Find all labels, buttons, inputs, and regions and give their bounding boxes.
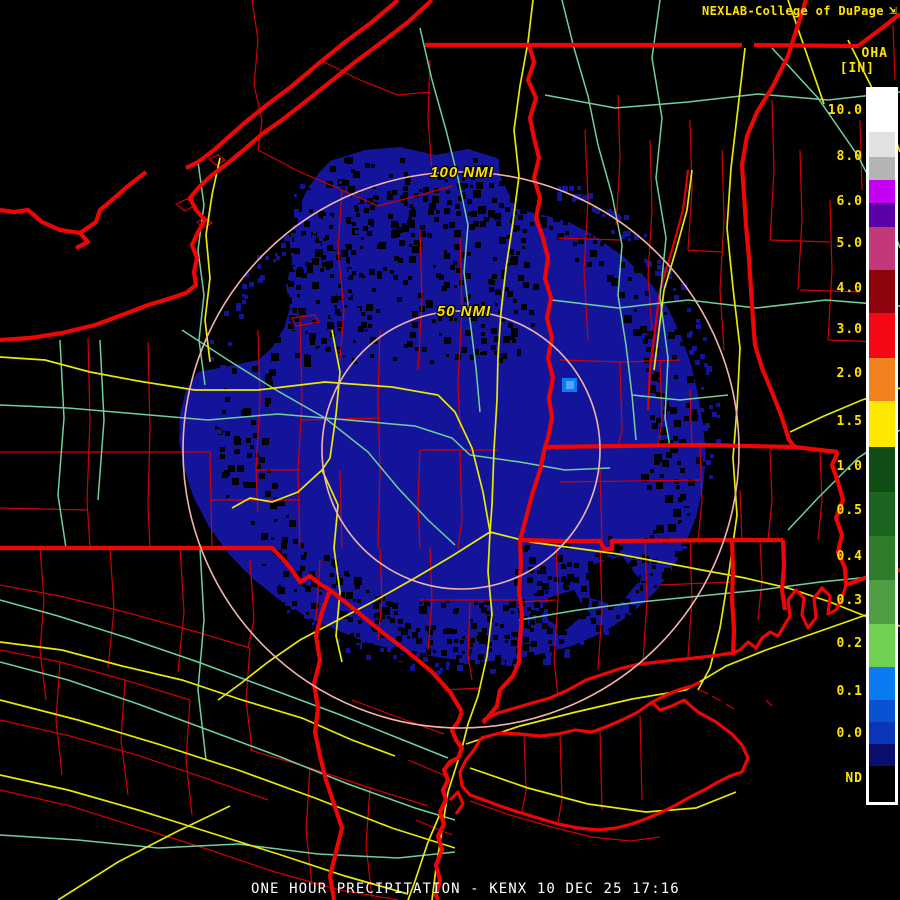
legend-label: 2.0: [836, 366, 863, 381]
legend-label: 3.0: [836, 322, 863, 337]
brand-text: NEXLAB-College of DuPage: [702, 4, 884, 18]
legend-segment: [869, 203, 895, 227]
red-highway: [646, 169, 690, 411]
product-units: [IN]: [839, 61, 875, 76]
legend-segment: [869, 227, 895, 270]
legend-label: 0.3: [836, 593, 863, 608]
legend-segment: [869, 492, 895, 536]
legend-label: 8.0: [836, 149, 863, 164]
precipitation-layer: [179, 144, 721, 676]
legend-segment: [869, 766, 895, 802]
legend-segment: [869, 313, 895, 358]
product-code: OHA: [861, 46, 888, 61]
legend-label: 0.0: [836, 726, 863, 741]
range-ring-50nmi: [321, 310, 601, 590]
legend-label: 0.5: [836, 503, 863, 518]
legend-segment: [869, 270, 895, 313]
footer-caption: ONE HOUR PRECIPITATION - KENX 10 DEC 25 …: [251, 881, 680, 897]
legend-label: 0.4: [836, 549, 863, 564]
legend-segment: [869, 447, 895, 492]
legend-segment: [869, 401, 895, 447]
legend-label: 10.0: [827, 103, 863, 118]
legend-colorbar: [866, 87, 898, 805]
legend-segment: [869, 132, 895, 157]
legend-segment: [869, 744, 895, 766]
legend-segment: [869, 358, 895, 401]
coastline: [448, 584, 848, 832]
cod-logo-icon: ⇲: [888, 3, 897, 18]
range-ring-100nmi: [182, 171, 740, 729]
legend-label: ND: [845, 771, 863, 786]
legend-segment: [869, 90, 895, 132]
legend-label: 4.0: [836, 281, 863, 296]
legend-segment: [869, 700, 895, 722]
legend-label: 6.0: [836, 194, 863, 209]
legend-label: 1.5: [836, 414, 863, 429]
legend-segment: [869, 624, 895, 667]
legend-label: 1.0: [836, 459, 863, 474]
legend-segment: [869, 667, 895, 700]
legend-segment: [869, 580, 895, 624]
range-rings: [182, 171, 740, 729]
precip-spot-01in: [562, 378, 577, 392]
radar-speckle-noise: [201, 155, 721, 676]
legend-label: 0.2: [836, 636, 863, 651]
range-ring-label-50nmi: 50 NMI: [436, 303, 492, 320]
legend-label: 0.1: [836, 684, 863, 699]
legend-segment: [869, 157, 895, 180]
legend-segment: [869, 180, 895, 203]
range-ring-label-100nmi: 100 NMI: [430, 164, 494, 181]
legend-segment: [869, 536, 895, 580]
header: NEXLAB-College of DuPage ⇲: [702, 4, 897, 18]
legend-segment: [869, 722, 895, 744]
legend-label: 5.0: [836, 236, 863, 251]
